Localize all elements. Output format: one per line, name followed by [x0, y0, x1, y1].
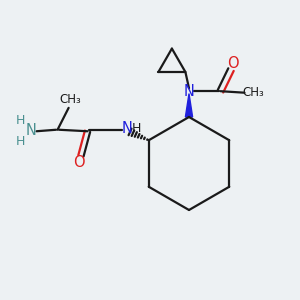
Text: H: H: [16, 114, 25, 127]
Text: N: N: [122, 122, 133, 136]
Polygon shape: [185, 94, 193, 117]
Text: CH₃: CH₃: [243, 86, 264, 99]
Text: N: N: [26, 123, 37, 138]
Text: O: O: [227, 56, 238, 70]
Text: CH₃: CH₃: [60, 93, 82, 106]
Text: O: O: [74, 155, 85, 170]
Text: N: N: [184, 84, 194, 99]
Text: H: H: [16, 135, 25, 148]
Text: H: H: [131, 122, 141, 135]
